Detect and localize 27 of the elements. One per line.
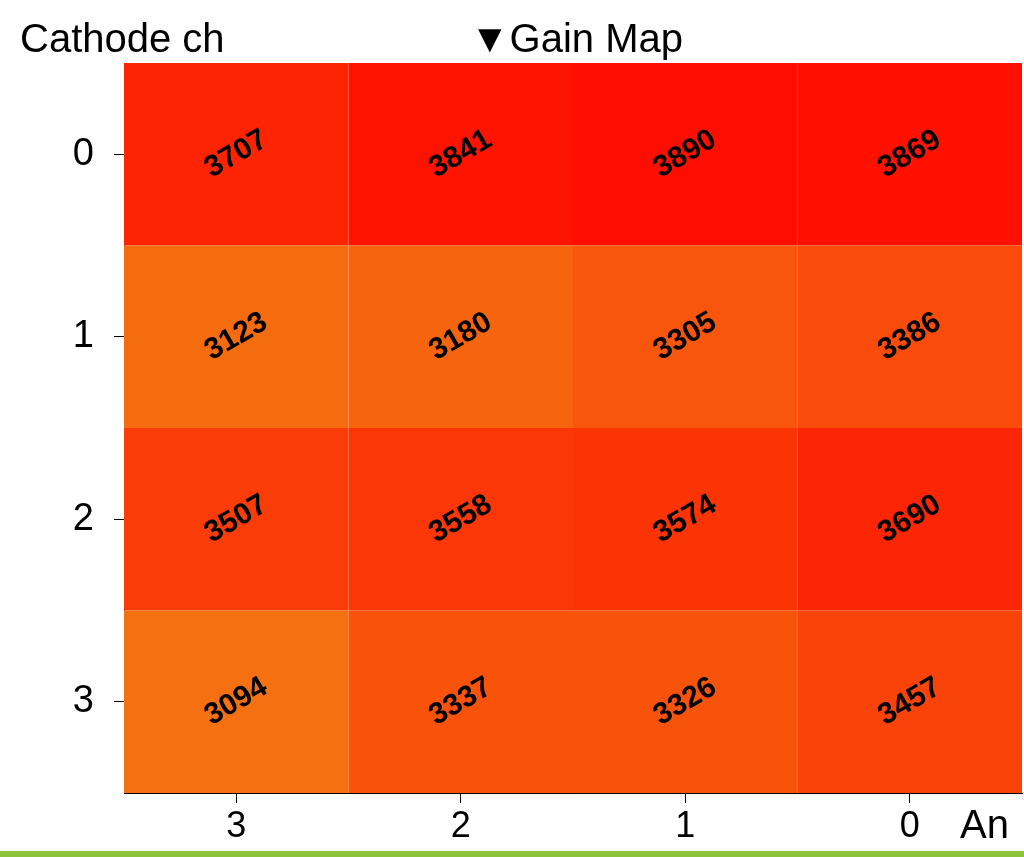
data-label: 3094: [197, 668, 273, 731]
x-tick-label: 0: [899, 803, 920, 845]
x-tick-label: 2: [450, 803, 471, 845]
y-tick-label: 2: [72, 495, 94, 538]
data-label: 3507: [197, 486, 273, 549]
data-label: 3841: [422, 121, 497, 184]
y-tick-label: 0: [72, 130, 94, 173]
data-label: 3890: [646, 121, 722, 184]
x-tick-label: 3: [226, 803, 247, 845]
data-label: 3386: [871, 303, 946, 366]
data-label: 3337: [422, 668, 497, 731]
data-label: 3457: [871, 668, 946, 731]
data-label: 3690: [871, 486, 946, 549]
chart-title: ▼Gain Map: [470, 16, 684, 60]
data-label: 3558: [422, 486, 497, 549]
y-axis-title: Cathode ch: [20, 16, 225, 60]
data-label: 3869: [871, 121, 946, 184]
x-axis-title: An: [960, 802, 1009, 846]
data-label: 3707: [197, 121, 273, 184]
y-tick-label: 1: [72, 313, 94, 356]
data-label: 3574: [646, 486, 722, 549]
data-label: 3305: [646, 303, 722, 366]
data-label: 3123: [197, 303, 273, 366]
x-tick-label: 1: [675, 803, 696, 845]
y-tick-label: 3: [72, 678, 94, 721]
data-label: 3326: [646, 668, 722, 731]
data-label: 3180: [422, 303, 497, 366]
